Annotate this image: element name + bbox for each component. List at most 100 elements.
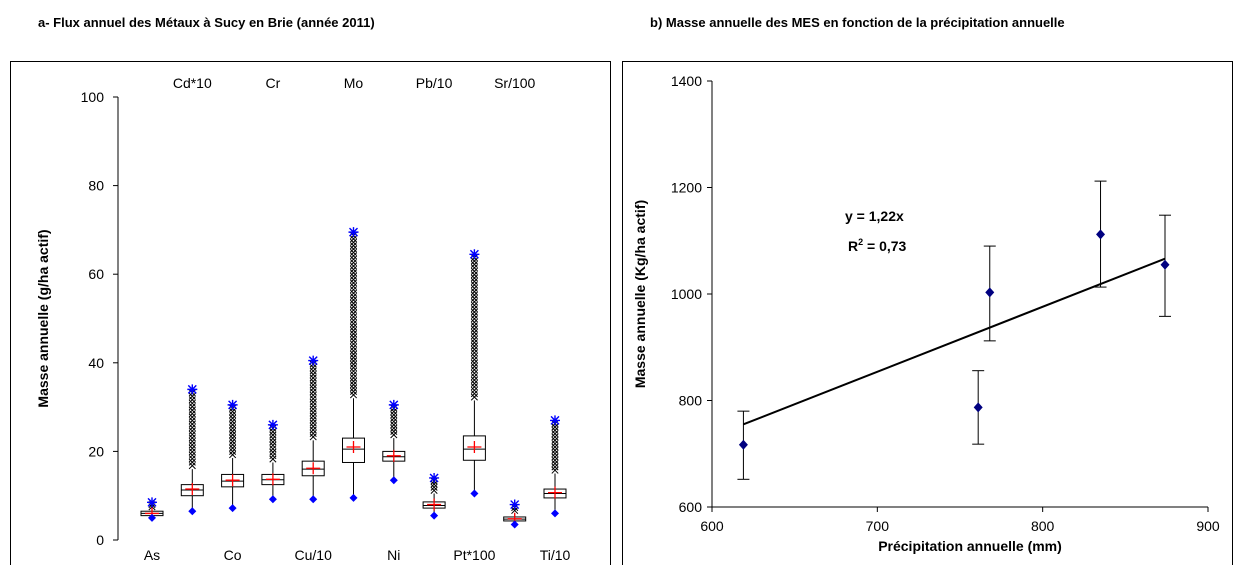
outlier-marker	[390, 411, 398, 419]
mean-marker	[225, 474, 240, 487]
outlier-marker	[470, 305, 478, 313]
outlier-marker	[188, 399, 196, 407]
outlier-marker	[309, 381, 317, 389]
outlier-marker	[470, 332, 478, 340]
outlier-marker	[229, 441, 237, 449]
outlier-marker	[229, 434, 237, 442]
outlier-marker	[470, 328, 478, 337]
outlier-marker	[309, 395, 317, 403]
outlier-marker	[309, 412, 317, 420]
chart-b-y-tick-label: 1400	[671, 73, 702, 89]
outlier-marker	[349, 248, 358, 257]
outlier-marker	[551, 436, 559, 444]
outlier-marker	[349, 259, 358, 267]
outlier-marker	[349, 360, 358, 368]
chart-b-y-tick-label: 1200	[671, 180, 702, 196]
outlier-marker	[470, 342, 478, 350]
outlier-marker	[551, 443, 559, 451]
outlier-marker	[470, 288, 478, 296]
outlier-marker	[349, 357, 358, 365]
outlier-marker	[551, 433, 559, 441]
outlier-marker	[470, 373, 478, 381]
data-point-group	[1159, 214, 1172, 317]
mean-marker	[265, 473, 280, 486]
outlier-marker	[349, 272, 358, 280]
chart-a-y-tick-label: 20	[88, 443, 104, 459]
outlier-marker	[470, 390, 478, 398]
data-point	[985, 287, 995, 298]
chart-a-title: a- Flux annuel des Métaux à Sucy en Brie…	[38, 15, 375, 30]
max-marker	[509, 499, 520, 510]
outlier-marker	[188, 444, 196, 452]
category-label: Cr	[266, 75, 281, 91]
outlier-marker	[309, 405, 317, 413]
outlier-marker	[349, 374, 358, 382]
outlier-marker	[229, 447, 237, 455]
box-pb10: Pb/10	[416, 75, 453, 520]
outlier-marker	[551, 463, 559, 471]
chart-b-title: b) Masse annuelle des MES en fonction de…	[650, 15, 1065, 30]
outlier-marker	[551, 430, 559, 438]
category-label: Mo	[344, 75, 364, 91]
outlier-marker	[349, 340, 358, 348]
outlier-marker	[349, 306, 358, 314]
outlier-marker	[470, 339, 478, 347]
outlier-marker	[188, 413, 196, 421]
outlier-marker	[269, 455, 277, 463]
outlier-marker	[309, 367, 317, 375]
outlier-marker	[551, 446, 559, 454]
min-marker	[470, 489, 479, 498]
box-cr: Cr	[261, 75, 285, 504]
outlier-marker	[229, 451, 237, 459]
chart-a-y-tick-label: 100	[81, 89, 105, 105]
outlier-marker	[349, 370, 358, 379]
outlier-marker	[349, 292, 358, 301]
outlier-marker	[470, 352, 478, 360]
outlier-marker	[470, 294, 478, 303]
outlier-marker	[349, 245, 358, 253]
category-label: Ti/10	[540, 547, 571, 563]
category-label: Pb/10	[416, 75, 453, 91]
outlier-marker	[188, 420, 196, 428]
r-squared-label: R2 = 0,73	[848, 237, 907, 254]
outlier-marker	[349, 265, 358, 273]
min-marker	[148, 513, 156, 522]
outlier-marker	[309, 398, 317, 406]
outlier-marker	[349, 276, 358, 284]
outlier-marker	[349, 354, 358, 362]
outlier-marker	[188, 448, 196, 456]
category-label: Co	[224, 547, 242, 563]
data-point	[1096, 229, 1106, 240]
mean-marker	[548, 486, 562, 499]
outlier-marker	[349, 320, 358, 328]
outlier-marker	[470, 335, 478, 343]
mean-marker	[467, 440, 482, 453]
outlier-marker	[390, 431, 398, 439]
outlier-marker	[309, 384, 317, 392]
box-ni: Ni	[382, 399, 406, 563]
outlier-marker	[349, 262, 358, 270]
outlier-marker	[229, 427, 237, 436]
outlier-marker	[229, 437, 237, 445]
outlier-marker	[470, 369, 478, 377]
min-marker	[430, 511, 439, 520]
outlier-marker	[390, 427, 398, 436]
outlier-marker	[349, 296, 358, 304]
outlier-marker	[349, 313, 358, 321]
outlier-marker	[188, 434, 196, 442]
outlier-marker	[470, 291, 478, 299]
box-sr100: Sr/100	[494, 75, 536, 529]
chart-b-x-tick-label: 600	[700, 518, 724, 534]
outlier-marker	[309, 429, 317, 437]
chart-a-y-tick-label: 40	[88, 355, 104, 371]
outlier-marker	[188, 462, 196, 470]
outlier-marker	[551, 426, 559, 434]
category-label: Ni	[387, 547, 400, 563]
outlier-marker	[349, 381, 358, 389]
outlier-marker	[269, 448, 277, 456]
outlier-marker	[349, 330, 358, 338]
outlier-marker	[309, 419, 317, 427]
max-marker	[429, 472, 440, 483]
outlier-marker	[470, 274, 478, 282]
outlier-marker	[229, 411, 237, 419]
